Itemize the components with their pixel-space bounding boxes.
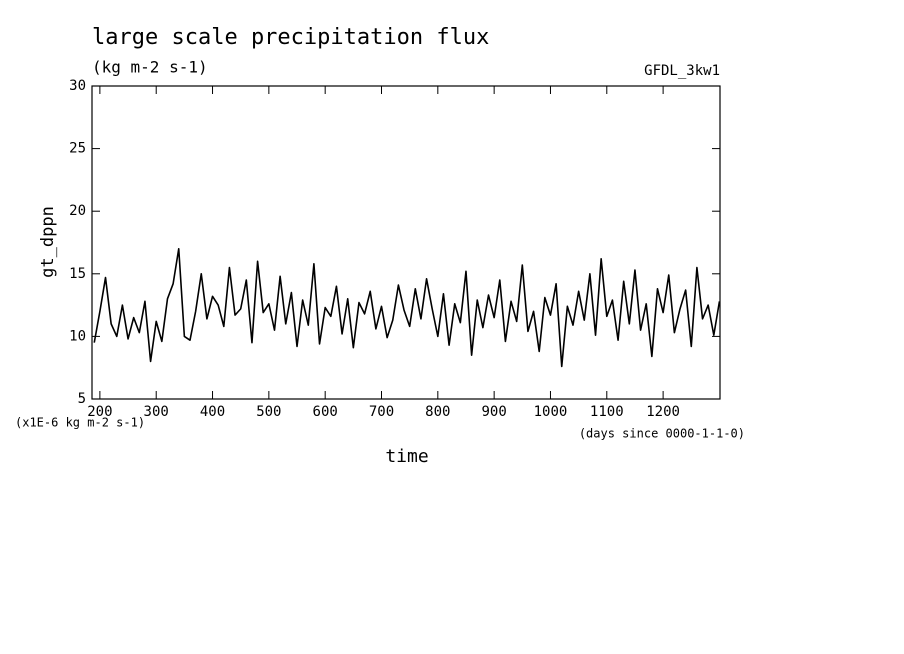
chart-subtitle: (kg m-2 s-1) (92, 58, 208, 77)
y-tick-label: 10 (69, 328, 86, 344)
x-tick-label: 800 (425, 404, 450, 420)
data-line (93, 247, 721, 368)
y-tick-label: 20 (69, 203, 86, 219)
x-tick-label: 500 (256, 404, 281, 420)
x-units: (days since 0000-1-1-0) (579, 427, 745, 441)
x-tick-label: 1100 (590, 404, 624, 420)
y-tick-label: 25 (69, 141, 86, 157)
x-tick-label: 900 (481, 404, 506, 420)
x-tick-label: 700 (369, 404, 394, 420)
y-tick-label: 5 (78, 391, 86, 407)
x-tick-label: 200 (87, 404, 112, 420)
y-axis-title: gt_dppn (38, 206, 58, 278)
chart-title: large scale precipitation flux (92, 25, 489, 50)
x-tick-label: 300 (144, 404, 169, 420)
dataset-label: GFDL_3kw1 (644, 63, 720, 79)
x-tick-label: 600 (313, 404, 338, 420)
x-tick-label: 400 (200, 404, 225, 420)
x-tick-label: 1000 (534, 404, 568, 420)
y-units: (x1E-6 kg m-2 s-1) (15, 416, 145, 430)
y-tick-label: 15 (69, 266, 86, 282)
x-axis-title: time (385, 446, 428, 467)
y-tick-label: 30 (69, 78, 86, 94)
x-tick-label: 1200 (646, 404, 680, 420)
plot-frame (91, 85, 721, 400)
